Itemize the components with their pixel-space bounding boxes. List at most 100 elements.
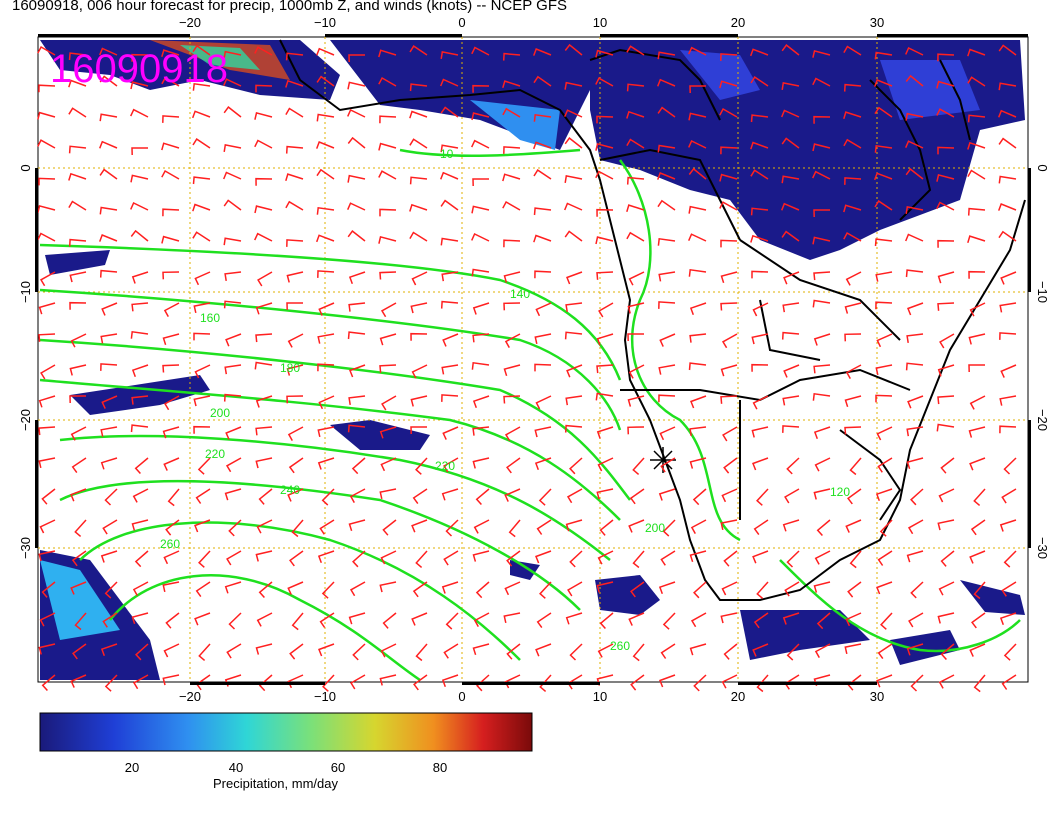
wind-barb-icon (99, 140, 118, 149)
wind-barb-icon (940, 457, 955, 474)
wind-barb-icon (967, 48, 986, 57)
wind-barb-icon (690, 519, 707, 534)
wind-barb-icon (937, 146, 955, 155)
wind-barb-icon (784, 581, 800, 597)
wind-barb-icon (471, 112, 490, 121)
wind-barb-icon (41, 674, 56, 692)
contour-label: 200 (645, 521, 665, 535)
wind-barb-icon (880, 612, 893, 630)
wind-barb-icon (503, 612, 521, 624)
wind-barb-icon (415, 550, 428, 568)
wind-barb-icon (660, 550, 676, 566)
wind-barb-icon (845, 519, 862, 533)
wind-barb-icon (440, 144, 459, 153)
wind-barb-icon (565, 612, 583, 625)
wind-barb-icon (443, 643, 459, 659)
wind-barb-icon (750, 234, 769, 243)
left-lat-tick: 0 (18, 164, 33, 171)
wind-barb-icon (130, 229, 149, 242)
wind-barb-icon (535, 643, 552, 657)
wind-barb-icon (565, 395, 583, 406)
wind-barb-icon (286, 239, 304, 247)
wind-barb-icon (502, 173, 521, 182)
wind-barb-icon (225, 333, 242, 347)
wind-barb-icon (844, 302, 862, 314)
wind-barb-icon (812, 143, 831, 152)
wind-barb-icon (316, 168, 335, 180)
wind-barb-icon (658, 394, 676, 403)
wind-barb-icon (475, 581, 490, 599)
wind-barb-icon (533, 75, 552, 87)
wind-barb-icon (316, 47, 335, 56)
contour-label: 10 (440, 147, 454, 161)
wind-barb-icon (720, 395, 738, 404)
wind-barb-icon (318, 302, 335, 316)
wind-barb-icon (565, 519, 583, 532)
wind-barb-icon (905, 233, 924, 242)
wind-barb-icon (161, 76, 180, 87)
wind-barb-icon (750, 169, 769, 180)
wind-barb-icon (442, 333, 459, 347)
wind-barb-icon (657, 237, 676, 246)
wind-barb-icon (662, 612, 676, 630)
wind-barb-icon (473, 612, 490, 627)
wind-barb-icon (225, 426, 242, 440)
wind-barb-icon (291, 519, 304, 538)
wind-barb-icon (566, 271, 583, 285)
wind-barb-icon (533, 169, 552, 180)
wind-barb-icon (99, 75, 118, 87)
wind-barb-icon (997, 203, 1017, 211)
wind-barb-icon (379, 674, 397, 686)
wind-barb-icon (254, 46, 273, 56)
wind-barb-icon (192, 231, 211, 242)
bottom-lon-tick: 30 (870, 689, 884, 704)
wind-barb-icon (317, 270, 335, 278)
wind-barb-icon (68, 200, 87, 211)
wind-barb-icon (782, 302, 800, 313)
wind-barb-icon (781, 109, 800, 118)
wind-barb-icon (998, 82, 1017, 91)
wind-barb-icon (569, 457, 583, 475)
top-lon-tick: 10 (593, 15, 607, 30)
wind-barb-icon (37, 111, 56, 120)
wind-barb-icon (626, 110, 645, 119)
wind-barb-icon (971, 612, 986, 629)
wind-barb-icon (968, 364, 985, 373)
wind-barb-icon (781, 175, 800, 184)
wind-barb-icon (813, 364, 831, 374)
wind-barb-icon (350, 674, 366, 690)
wind-barb-icon (721, 488, 738, 503)
wind-barb-icon (502, 107, 521, 118)
wind-barb-icon (534, 426, 552, 438)
wind-barb-icon (689, 550, 707, 563)
wind-barb-icon (843, 231, 862, 242)
wind-barb-icon (938, 674, 955, 689)
wind-barb-icon (658, 488, 676, 501)
wind-barb-icon (503, 271, 521, 283)
wind-barb-icon (782, 612, 800, 625)
wind-barb-icon (41, 488, 56, 505)
wind-barb-icon (256, 612, 273, 627)
wind-barb-icon (69, 395, 86, 404)
top-lon-tick: 30 (870, 15, 884, 30)
wind-barb-icon (503, 395, 521, 404)
wind-barb-icon (68, 107, 87, 118)
wind-barb-icon (595, 170, 614, 180)
wind-barb-icon (937, 239, 955, 248)
wind-barb-icon (409, 45, 428, 56)
wind-barb-icon (255, 426, 273, 436)
wind-barb-icon (379, 333, 397, 346)
wind-barb-icon (415, 643, 428, 662)
wind-barb-icon (131, 147, 148, 156)
wind-barb-icon (752, 457, 769, 471)
wind-barb-icon (254, 139, 273, 149)
wind-barb-icon (875, 364, 893, 376)
wind-barb-icon (317, 333, 335, 344)
wind-barb-icon (255, 177, 273, 186)
wind-barb-icon (378, 76, 397, 87)
wind-barb-icon (812, 49, 831, 58)
wind-barb-icon (566, 488, 583, 504)
wind-barb-icon (874, 106, 893, 118)
wind-barb-icon (100, 426, 118, 437)
wind-barb-icon (351, 457, 366, 475)
